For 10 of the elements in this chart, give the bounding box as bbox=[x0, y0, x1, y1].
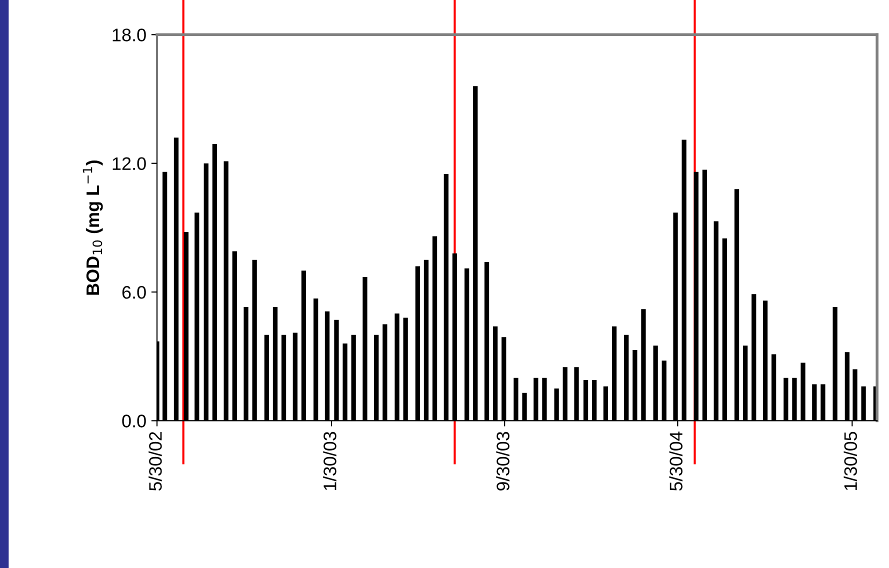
y-tick-label: 12.0 bbox=[112, 157, 146, 170]
x-tick-label: 5/30/02 bbox=[148, 432, 162, 491]
y-tick-label: 0.0 bbox=[122, 414, 146, 428]
y-tick-label: 18.0 bbox=[112, 28, 146, 42]
y-tick-label: 6.0 bbox=[122, 286, 146, 299]
x-tick-label: 1/30/05 bbox=[844, 432, 858, 490]
x-tick-label: 5/30/04 bbox=[669, 432, 683, 491]
y-axis-title: BOD$_{10}$ (mg L$^{−1}$) bbox=[82, 160, 103, 295]
x-tick-label: 1/30/03 bbox=[323, 432, 336, 490]
x-tick-label: 9/30/03 bbox=[496, 432, 510, 491]
